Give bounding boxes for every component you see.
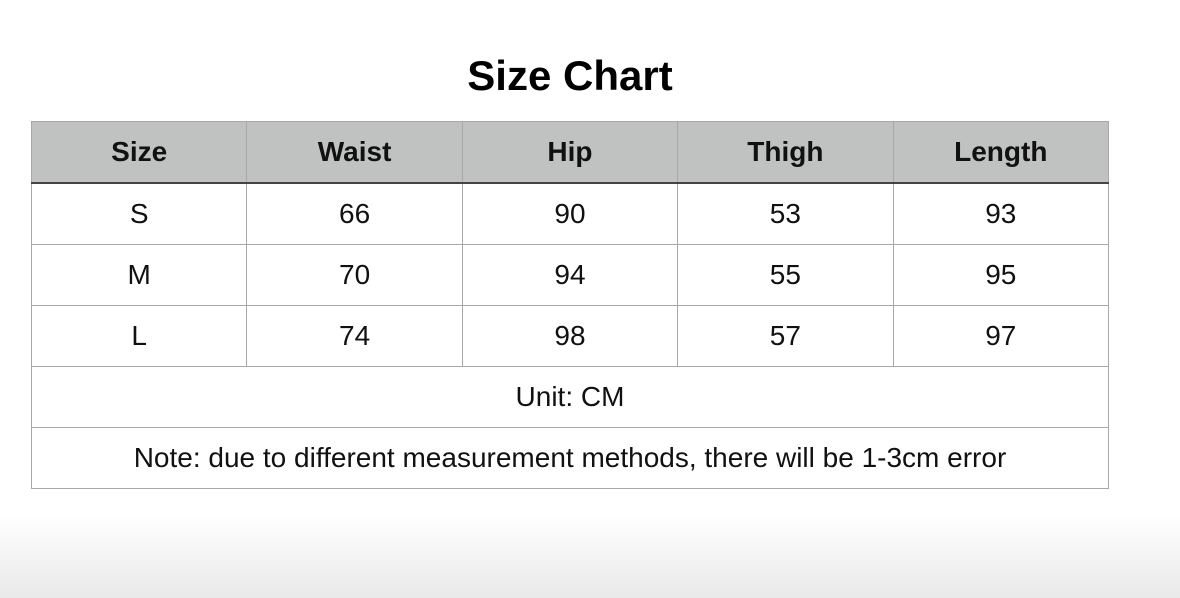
cell: 53 <box>677 182 894 245</box>
cell: 66 <box>246 182 463 245</box>
column-header: Length <box>892 121 1110 184</box>
note-cell: Note: due to different measurement metho… <box>31 427 1109 489</box>
cell: S <box>30 182 248 245</box>
cell: 94 <box>461 244 679 306</box>
cell: 57 <box>677 305 894 367</box>
cell: M <box>30 244 248 306</box>
cell: 98 <box>461 305 679 367</box>
table-row: M 70 94 55 95 <box>30 244 1110 306</box>
cell: L <box>30 305 248 367</box>
cell: 95 <box>892 244 1110 306</box>
column-header: Waist <box>246 121 463 184</box>
cell: 97 <box>892 305 1110 367</box>
note-row: Note: due to different measurement metho… <box>31 427 1109 489</box>
unit-row: Unit: CM <box>31 366 1109 428</box>
cell: 70 <box>246 244 463 306</box>
table-row: L 74 98 57 97 <box>30 305 1110 367</box>
header-row: Size Waist Hip Thigh Length <box>30 121 1110 184</box>
column-header: Hip <box>461 121 679 184</box>
unit-cell: Unit: CM <box>31 366 1109 428</box>
cell: 93 <box>892 182 1110 245</box>
cell: 55 <box>677 244 894 306</box>
cell: 74 <box>246 305 463 367</box>
column-header: Size <box>30 121 248 184</box>
column-header: Thigh <box>677 121 894 184</box>
cell: 90 <box>461 182 679 245</box>
page-title: Size Chart <box>467 52 673 99</box>
table-row: S 66 90 53 93 <box>30 182 1110 245</box>
